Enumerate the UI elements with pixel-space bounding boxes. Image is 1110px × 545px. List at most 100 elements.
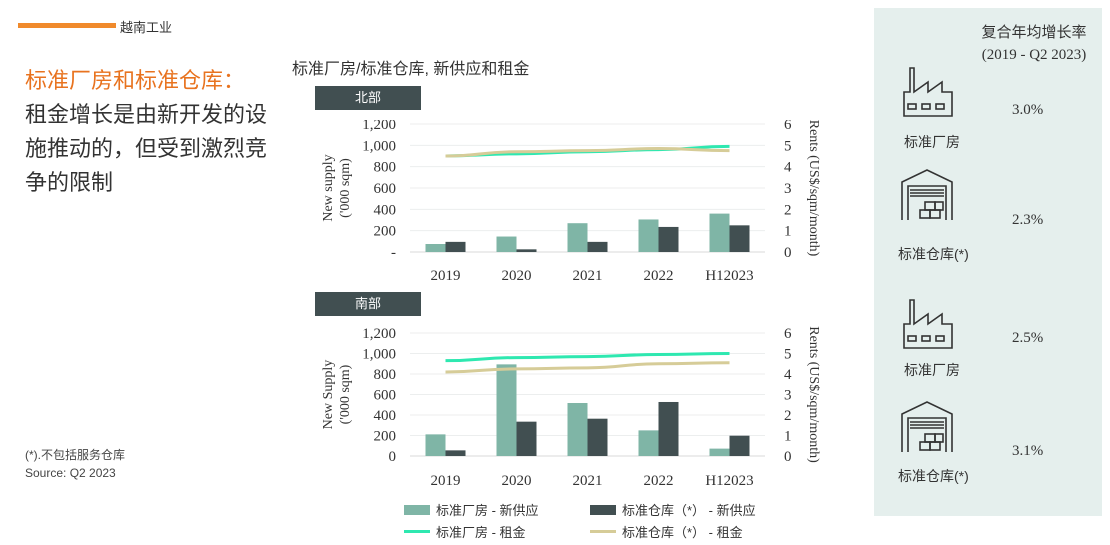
region-south-label: 南部 bbox=[315, 292, 421, 316]
y-tick-label: 200 bbox=[374, 224, 397, 240]
cagr-value: 3.1% bbox=[1012, 443, 1044, 459]
legend-label: 标准厂房 - 新供应 bbox=[436, 503, 539, 518]
section-label: 越南工业 bbox=[120, 20, 173, 35]
legend-factory-supply: 标准厂房 - 新供应 bbox=[404, 500, 539, 519]
y-axis-label: New Supply ('000 sqm) bbox=[321, 360, 353, 430]
legend-line bbox=[404, 530, 430, 533]
factory-supply-bar bbox=[567, 223, 588, 252]
panel-period: (2019 - Q2 2023) bbox=[981, 47, 1087, 63]
factory-supply-bar bbox=[638, 219, 659, 252]
y-tick-label: 1,200 bbox=[362, 326, 396, 342]
y-tick-label: 1,000 bbox=[362, 138, 396, 154]
warehouse-supply-bar bbox=[658, 401, 679, 456]
factory-supply-bar bbox=[425, 434, 446, 456]
warehouse-rent-line bbox=[445, 361, 730, 374]
cagr-label: 标准仓库(*) bbox=[898, 246, 969, 262]
cagr-value: 2.3% bbox=[1012, 212, 1044, 228]
notes: (*).不包括服务仓库 Source: Q2 2023 bbox=[25, 446, 125, 482]
y2-tick-label: 1 bbox=[784, 224, 792, 240]
cagr-panel: 复合年均增长率 (2019 - Q2 2023) bbox=[874, 8, 1102, 516]
legend-swatch bbox=[404, 504, 430, 515]
y2-tick-label: 4 bbox=[784, 367, 792, 383]
factory-icon bbox=[902, 66, 954, 123]
warehouse-rent-line bbox=[445, 147, 730, 158]
x-tick-label: 2021 bbox=[573, 268, 603, 284]
y2-axis-label: Rents (US$/sqm/month) bbox=[806, 326, 821, 463]
y-tick-label: 1,200 bbox=[362, 120, 396, 133]
y-tick-label: 200 bbox=[374, 429, 397, 445]
x-tick-label: H12023 bbox=[705, 268, 753, 284]
warehouse-supply-bar bbox=[445, 241, 466, 252]
factory-supply-bar bbox=[709, 213, 730, 252]
legend-warehouse-supply: 标准仓库（*） - 新供应 bbox=[590, 500, 756, 519]
y2-tick-label: 2 bbox=[784, 408, 792, 424]
y-tick-label: 600 bbox=[374, 181, 397, 197]
warehouse-supply-bar bbox=[516, 249, 537, 252]
legend-label: 标准仓库（*） - 租金 bbox=[622, 525, 743, 540]
region-north-label: 北部 bbox=[315, 86, 421, 110]
y2-axis-label: Rents (US$/sqm/month) bbox=[806, 120, 821, 257]
y-axis-label: New supply ('000 sqm) bbox=[321, 154, 353, 221]
legend-line bbox=[590, 530, 616, 533]
headline-highlight: 标准厂房和标准仓库： bbox=[25, 68, 246, 93]
x-tick-label: 2019 bbox=[431, 473, 461, 489]
cagr-label: 标准厂房 bbox=[904, 134, 960, 150]
y2-tick-label: 3 bbox=[784, 181, 792, 197]
y2-tick-label: 3 bbox=[784, 388, 792, 404]
y-tick-label: 800 bbox=[374, 160, 397, 176]
cagr-label: 标准厂房 bbox=[904, 362, 960, 378]
y2-tick-label: 2 bbox=[784, 202, 792, 218]
x-tick-label: H12023 bbox=[705, 473, 753, 489]
y2-tick-label: 6 bbox=[784, 120, 792, 133]
headline-body: 租金增长是由新开发的设施推动的，但受到激烈竞争的限制 bbox=[25, 102, 268, 195]
y2-tick-label: 5 bbox=[784, 347, 792, 363]
factory-rent-line bbox=[445, 352, 730, 363]
y2-tick-label: 4 bbox=[784, 160, 792, 176]
x-tick-label: 2021 bbox=[573, 473, 603, 489]
footnote: (*).不包括服务仓库 bbox=[25, 448, 125, 462]
south-chart: 0 200 400 600 800 1,000 1,200 0 1 2 3 4 5 6 New Supply… bbox=[321, 326, 821, 489]
warehouse-supply-bar bbox=[587, 241, 608, 252]
factory-supply-bar bbox=[709, 448, 730, 456]
warehouse-icon bbox=[900, 400, 954, 459]
panel-title: 复合年均增长率 (2019 - Q2 2023) bbox=[964, 22, 1104, 66]
chart-title: 标准厂房/标准仓库, 新供应和租金 bbox=[292, 61, 530, 78]
cagr-value: 2.5% bbox=[1012, 330, 1044, 346]
factory-supply-bar bbox=[425, 244, 446, 252]
x-tick-label: 2022 bbox=[644, 473, 674, 489]
warehouse-supply-bar bbox=[729, 435, 750, 456]
y-tick-label: 400 bbox=[374, 408, 397, 424]
panel-title-text: 复合年均增长率 bbox=[981, 24, 1087, 41]
warehouse-supply-bar bbox=[516, 421, 537, 456]
y-tick-label: 0 bbox=[389, 449, 397, 465]
x-tick-label: 2020 bbox=[502, 473, 532, 489]
legend-warehouse-rent: 标准仓库（*） - 租金 bbox=[590, 522, 743, 541]
warehouse-supply-bar bbox=[445, 450, 466, 456]
warehouse-supply-bar bbox=[658, 226, 679, 252]
y-tick-label: 600 bbox=[374, 388, 397, 404]
accent-bar bbox=[18, 23, 116, 28]
cagr-label: 标准仓库(*) bbox=[898, 468, 969, 484]
x-tick-label: 2022 bbox=[644, 268, 674, 284]
cagr-value: 3.0% bbox=[1012, 102, 1044, 118]
y2-tick-label: 1 bbox=[784, 429, 792, 445]
legend-factory-rent: 标准厂房 - 租金 bbox=[404, 522, 526, 541]
factory-supply-bar bbox=[567, 403, 588, 456]
y2-tick-label: 6 bbox=[784, 326, 792, 342]
north-chart: - 200 400 600 800 1,000 1,200 0 1 2 3 4 5 6 New supply… bbox=[321, 120, 821, 284]
factory-icon bbox=[902, 298, 954, 355]
x-tick-label: 2019 bbox=[431, 268, 461, 284]
legend-label: 标准仓库（*） - 新供应 bbox=[622, 503, 756, 518]
y2-tick-label: 5 bbox=[784, 138, 792, 154]
headline: 标准厂房和标准仓库： 租金增长是由新开发的设施推动的，但受到激烈竞争的限制 bbox=[25, 64, 285, 200]
source: Source: Q2 2023 bbox=[25, 466, 116, 480]
y-tick-label: - bbox=[391, 245, 396, 261]
y2-tick-label: 0 bbox=[784, 245, 792, 261]
y2-tick-label: 0 bbox=[784, 449, 792, 465]
factory-supply-bar bbox=[638, 430, 659, 456]
factory-supply-bar bbox=[496, 236, 517, 252]
y-tick-label: 400 bbox=[374, 202, 397, 218]
y-tick-label: 800 bbox=[374, 367, 397, 383]
y-tick-label: 1,000 bbox=[362, 347, 396, 363]
warehouse-icon bbox=[900, 168, 954, 227]
